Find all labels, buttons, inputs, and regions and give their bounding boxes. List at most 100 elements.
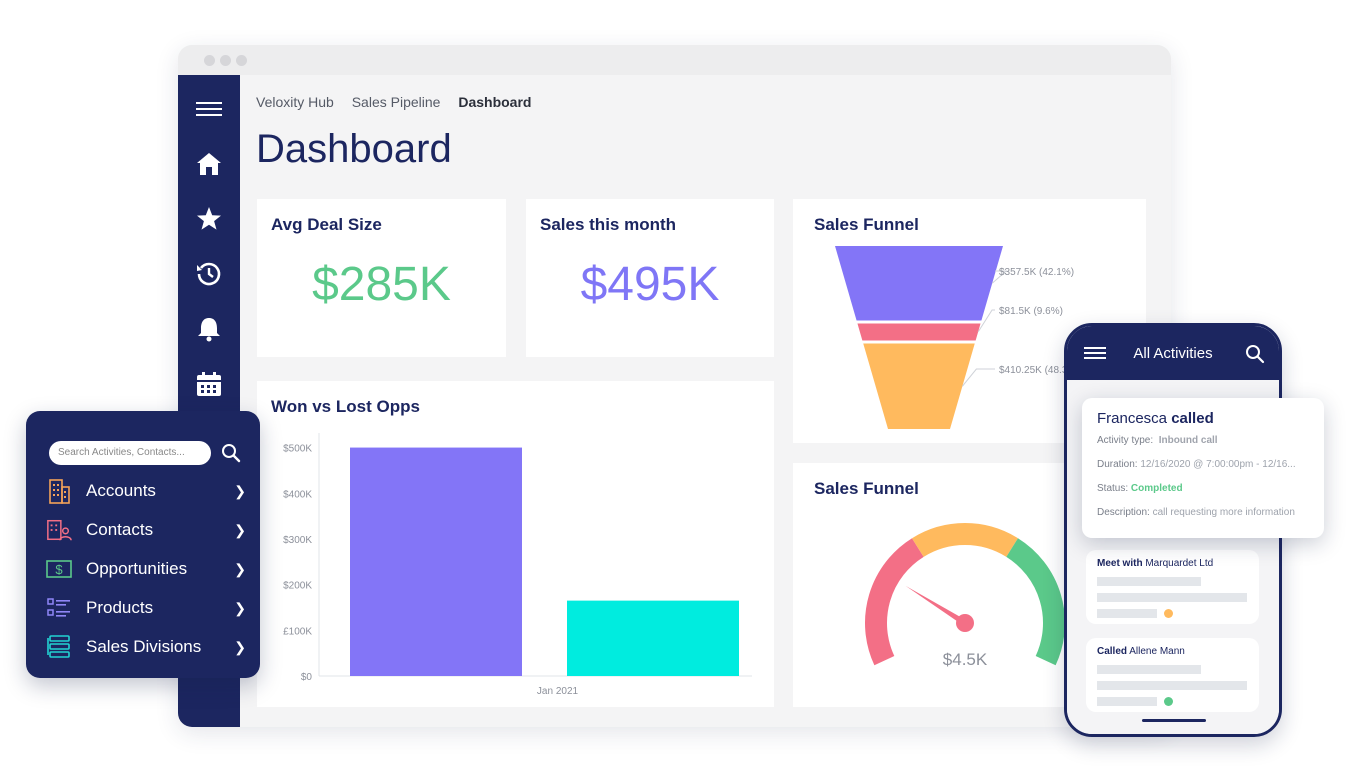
chevron-right-icon: ❯ xyxy=(234,638,246,655)
funnel-label: $357.5K (42.1%) xyxy=(999,267,1074,278)
placeholder-line xyxy=(1097,681,1247,690)
search-icon[interactable] xyxy=(1245,344,1265,369)
activity-status: Status: Completed xyxy=(1097,483,1183,494)
chart-bar xyxy=(567,600,739,676)
home-icon[interactable] xyxy=(195,150,223,178)
card-title: Sales Funnel xyxy=(814,215,919,234)
card-title: Sales Funnel xyxy=(814,479,919,498)
won-lost-chart: $0 £100K $200K $300K $400K $500K Jan 2021 xyxy=(283,433,752,697)
list-item[interactable]: Called Allene Mann xyxy=(1086,638,1259,712)
funnel-stage xyxy=(863,343,975,429)
breadcrumb-current: Dashboard xyxy=(458,94,532,110)
chevron-right-icon: ❯ xyxy=(234,599,246,616)
bell-icon[interactable] xyxy=(195,315,223,343)
funnel-leader-line xyxy=(977,309,995,333)
activity-description: Description: call requesting more inform… xyxy=(1097,507,1295,518)
browser-window: Veloxity Hub Sales Pipeline Dashboard Da… xyxy=(178,45,1171,727)
gauge-chart: $4.5K xyxy=(865,523,1065,669)
phone-title: All Activities xyxy=(1133,345,1213,362)
nav-menu: Search Activities, Contacts... Accounts … xyxy=(26,411,260,678)
funnel-stage xyxy=(835,246,1003,321)
y-tick-label: £100K xyxy=(283,626,312,637)
window-dot[interactable] xyxy=(236,55,247,66)
menu-item-contacts[interactable]: Contacts ❯ xyxy=(46,515,246,545)
avg-deal-value: $285K xyxy=(312,258,451,311)
placeholder-line xyxy=(1097,609,1157,618)
placeholder-line xyxy=(1097,665,1201,674)
menu-item-label: Contacts xyxy=(86,520,154,539)
menu-item-sales-divisions[interactable]: Sales Divisions ❯ xyxy=(46,632,246,662)
y-tick-label: $0 xyxy=(301,672,313,683)
menu-item-label: Products xyxy=(86,598,154,617)
menu-item-products[interactable]: Products ❯ xyxy=(46,593,246,623)
window-dot[interactable] xyxy=(220,55,231,66)
breadcrumb-item[interactable]: Sales Pipeline xyxy=(351,94,441,110)
activity-detail-popup[interactable]: Francesca called Activity type: Inbound … xyxy=(1082,398,1324,538)
funnel-label: $81.5K (9.6%) xyxy=(999,306,1063,317)
y-tick-label: $200K xyxy=(283,581,312,592)
phone-header: All Activities xyxy=(1067,326,1279,380)
won-lost-card[interactable]: Won vs Lost Opps $0 £100K $200K $300K $400K $… xyxy=(257,381,774,707)
star-icon[interactable] xyxy=(195,205,223,233)
sales-month-card[interactable]: Sales this month $495K xyxy=(526,199,774,357)
contacts-icon xyxy=(46,519,72,541)
placeholder-line xyxy=(1097,697,1157,706)
gauge-band xyxy=(912,523,1018,558)
list-icon xyxy=(46,597,72,619)
activity-type: Activity type: Inbound call xyxy=(1097,435,1218,446)
breadcrumb: Veloxity Hub Sales Pipeline Dashboard xyxy=(256,94,545,110)
funnel-leader-line xyxy=(991,270,1008,284)
avg-deal-card[interactable]: Avg Deal Size $285K xyxy=(257,199,506,357)
status-dot xyxy=(1164,609,1173,618)
card-title: Avg Deal Size xyxy=(271,215,382,234)
building-icon xyxy=(46,479,72,504)
breadcrumb-item[interactable]: Veloxity Hub xyxy=(256,94,334,110)
activity-duration: Duration: 12/16/2020 @ 7:00:00pm - 12/16… xyxy=(1097,459,1296,470)
search-icon[interactable] xyxy=(221,443,241,468)
calendar-icon[interactable] xyxy=(195,370,223,398)
y-tick-label: $300K xyxy=(283,535,312,546)
popup-title: Francesca called xyxy=(1097,410,1214,427)
menu-item-opportunities[interactable]: $ Opportunities ❯ xyxy=(46,554,246,584)
y-tick-label: $400K xyxy=(283,489,312,500)
menu-icon[interactable] xyxy=(195,95,223,123)
browser-title-bar xyxy=(178,45,1171,75)
x-tick-label: Jan 2021 xyxy=(537,686,579,697)
gauge-hub xyxy=(956,614,974,632)
home-indicator xyxy=(1142,719,1206,722)
divisions-icon xyxy=(46,635,72,658)
gauge-band xyxy=(1006,538,1065,666)
funnel-chart: $357.5K (42.1%) $81.5K (9.6%) $410.25K (48… xyxy=(835,246,1080,429)
activity-title: Meet with Marquardet Ltd xyxy=(1097,558,1214,569)
dollar-icon: $ xyxy=(46,558,72,580)
funnel-stage xyxy=(857,323,981,341)
funnel-leader-line xyxy=(961,368,995,387)
chart-bar xyxy=(350,447,522,676)
chevron-right-icon: ❯ xyxy=(234,521,246,538)
menu-item-accounts[interactable]: Accounts ❯ xyxy=(46,476,246,506)
chevron-right-icon: ❯ xyxy=(234,560,246,577)
chevron-right-icon: ❯ xyxy=(234,482,246,499)
gauge-value-label: $4.5K xyxy=(943,650,988,669)
menu-item-label: Sales Divisions xyxy=(86,637,202,656)
funnel-label: $410.25K (48.3%) xyxy=(999,365,1080,376)
gauge-needle xyxy=(905,585,967,626)
activity-title: Called Allene Mann xyxy=(1097,646,1185,657)
search-input[interactable]: Search Activities, Contacts... xyxy=(49,441,211,465)
page-title: Dashboard xyxy=(256,127,452,171)
menu-icon[interactable] xyxy=(1084,346,1106,365)
card-title: Won vs Lost Opps xyxy=(271,397,420,416)
menu-item-label: Opportunities xyxy=(86,559,188,578)
svg-text:$: $ xyxy=(55,562,63,577)
sales-month-value: $495K xyxy=(580,258,720,311)
gauge-band xyxy=(865,538,924,666)
history-icon[interactable] xyxy=(195,260,223,288)
placeholder-line xyxy=(1097,577,1201,586)
menu-item-label: Accounts xyxy=(86,481,156,500)
window-dot[interactable] xyxy=(204,55,215,66)
card-title: Sales this month xyxy=(540,215,677,234)
placeholder-line xyxy=(1097,593,1247,602)
status-dot xyxy=(1164,697,1173,706)
list-item[interactable]: Meet with Marquardet Ltd xyxy=(1086,550,1259,624)
